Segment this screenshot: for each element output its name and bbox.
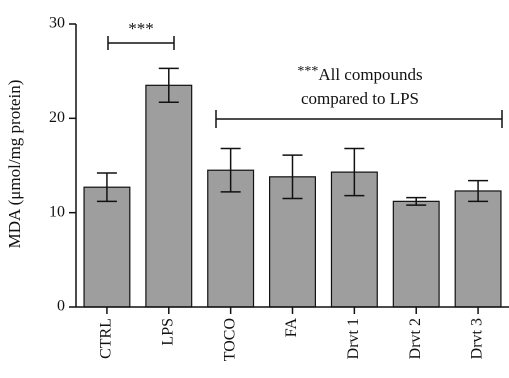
x-tick-label: CTRL (98, 318, 115, 359)
bar (207, 169, 255, 308)
x-tick-label: Drvt 3 (469, 318, 486, 359)
y-axis-title: MDA (μmol/mg protein) (5, 80, 24, 249)
x-tick-label: LPS (159, 318, 176, 346)
y-tick-label: 20 (49, 109, 65, 126)
significance-annotations: *** ***All compounds compared to LPS (107, 19, 503, 128)
compounds-annotation-line2: compared to LPS (301, 89, 419, 108)
ctrl-lps-stars: *** (128, 19, 154, 38)
x-tick-label: TOCO (221, 318, 238, 361)
x-tick-label: Drvt 2 (407, 318, 424, 359)
x-axis: CTRL LPS TOCO FA Drvt 1 Drvt 2 Drvt 3 (76, 306, 509, 361)
bar (392, 200, 440, 308)
y-tick-label: 0 (57, 298, 65, 315)
compounds-annotation-line1: ***All compounds (297, 64, 422, 84)
compounds-text-1: All compounds (318, 65, 422, 84)
compounds-stars: *** (297, 64, 318, 79)
bars (83, 67, 502, 308)
bar (145, 84, 193, 308)
x-tick-label: Drvt 1 (345, 318, 362, 359)
y-tick-label: 10 (49, 203, 65, 220)
bar (454, 190, 502, 308)
bar (83, 186, 131, 308)
y-axis: 0 10 20 30 (49, 15, 77, 315)
x-tick-label: FA (283, 318, 300, 338)
y-tick-label: 30 (49, 15, 65, 32)
